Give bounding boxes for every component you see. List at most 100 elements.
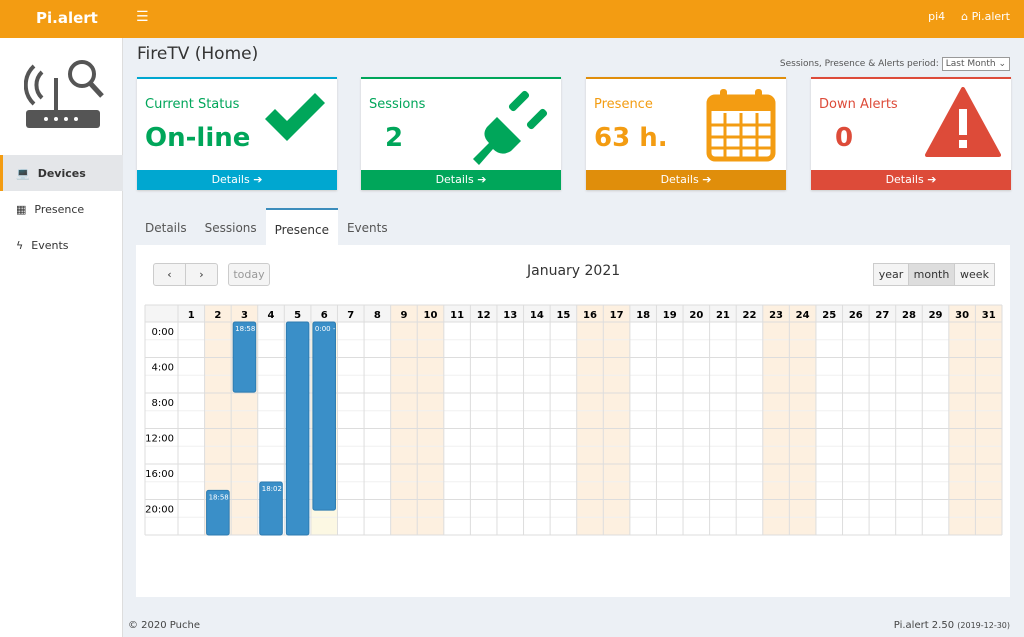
card-sessions: Sessions 2 Details ➔ <box>361 77 561 190</box>
tab-events[interactable]: Events <box>346 221 388 235</box>
version-date: (2019-12-30) <box>957 621 1010 630</box>
day-label: 17 <box>610 310 624 321</box>
day-header-cell <box>709 305 737 322</box>
day-header-cell <box>736 305 763 322</box>
day-header-cell <box>815 305 843 322</box>
day-header-cell <box>629 305 657 322</box>
card-current-status: Current Status On-line Details ➔ <box>137 77 337 190</box>
sidebar-item-devices[interactable]: 💻 Devices <box>0 155 123 191</box>
day-header-cell <box>231 305 258 322</box>
hour-label: 16:00 <box>145 469 174 480</box>
day-label: 8 <box>374 310 381 321</box>
day-label: 11 <box>450 310 464 321</box>
user-menu[interactable]: ⌂ Pi.alert <box>961 10 1010 23</box>
day-label: 7 <box>347 310 354 321</box>
tabs: Details Sessions Presence Events <box>136 208 397 245</box>
day-header-cell <box>603 305 630 322</box>
day-label: 29 <box>929 310 943 321</box>
event-label: 18:58 <box>235 325 255 333</box>
period-label: Sessions, Presence & Alerts period: <box>779 59 939 69</box>
tab-sessions[interactable]: Sessions <box>204 221 257 235</box>
hour-label: 8:00 <box>152 398 174 409</box>
day-label: 2 <box>214 310 221 321</box>
card-label: Current Status <box>145 97 240 112</box>
router-icon: ⌂ <box>961 10 969 23</box>
day-header-cell <box>417 305 444 322</box>
day-header-cell <box>337 305 365 322</box>
day-label: 19 <box>663 310 677 321</box>
day-label: 14 <box>530 310 544 321</box>
day-header-cell <box>683 305 710 322</box>
day-header-cell <box>762 305 790 322</box>
day-label: 5 <box>294 310 301 321</box>
day-header-cell <box>922 305 949 322</box>
event-label: 18:58 <box>209 493 229 501</box>
logo[interactable]: Pi.alert <box>36 9 98 27</box>
day-label: 12 <box>477 310 491 321</box>
card-label: Sessions <box>369 97 426 112</box>
presence-event[interactable] <box>312 321 336 511</box>
day-header-cell <box>869 305 896 322</box>
day-header-cell <box>204 305 232 322</box>
hour-label: 4:00 <box>152 363 174 374</box>
prev-button[interactable]: ‹ <box>153 263 186 286</box>
next-button[interactable]: › <box>185 263 218 286</box>
view-week-button[interactable]: week <box>954 263 995 286</box>
day-header-cell <box>496 305 524 322</box>
day-label: 27 <box>875 310 889 321</box>
hamburger-icon[interactable]: ☰ <box>136 9 149 25</box>
bolt-icon: ϟ <box>16 238 24 252</box>
today-button[interactable]: today <box>228 263 270 286</box>
details-link[interactable]: Details ➔ <box>586 170 786 190</box>
day-header-cell <box>656 305 684 322</box>
card-label: Down Alerts <box>819 97 898 112</box>
tab-details[interactable]: Details <box>145 221 187 235</box>
day-label: 30 <box>955 310 969 321</box>
day-header-cell <box>975 305 1002 322</box>
presence-event[interactable] <box>232 321 257 393</box>
details-link[interactable]: Details ➔ <box>137 170 337 190</box>
card-value: 63 h. <box>594 123 668 153</box>
period-select[interactable]: Last Month ⌄ <box>941 57 1010 71</box>
day-label: 21 <box>716 310 730 321</box>
presence-event[interactable] <box>285 321 310 536</box>
day-label: 13 <box>503 310 517 321</box>
day-header-cell <box>364 305 391 322</box>
sidebar-item-events[interactable]: ϟ Events <box>16 238 69 252</box>
check-icon <box>261 87 327 151</box>
presence-event[interactable] <box>259 481 283 536</box>
page-title: FireTV (Home) <box>137 44 259 64</box>
version: Pi.alert 2.50 <box>893 620 955 631</box>
calendar-icon: ▦ <box>16 202 27 216</box>
router-search-icon <box>24 60 104 128</box>
copyright: © 2020 Puche <box>128 620 200 631</box>
day-label: 31 <box>982 310 996 321</box>
day-header-cell <box>789 305 816 322</box>
plug-icon <box>471 87 551 171</box>
day-label: 26 <box>849 310 863 321</box>
day-header-cell <box>443 305 471 322</box>
event-label: 18:02 <box>262 485 282 493</box>
warning-icon <box>925 87 1001 161</box>
day-label: 4 <box>268 310 275 321</box>
sidebar-item-presence[interactable]: ▦ Presence <box>16 202 85 216</box>
sidebar: 💻 Devices ▦ Presence ϟ Events <box>0 38 123 637</box>
day-header-cell <box>842 305 870 322</box>
hour-label: 12:00 <box>145 434 174 445</box>
hour-label: 0:00 <box>152 327 174 338</box>
hour-label: 20:00 <box>145 505 174 516</box>
day-label: 10 <box>424 310 438 321</box>
presence-event[interactable] <box>206 489 230 536</box>
day-header-cell <box>310 305 338 322</box>
details-link[interactable]: Details ➔ <box>811 170 1011 190</box>
top-navbar: Pi.alert ☰ pi4 ⌂ Pi.alert <box>0 0 1024 38</box>
card-value: 0 <box>835 123 854 153</box>
day-header-cell <box>284 305 311 322</box>
tab-presence[interactable]: Presence <box>265 208 338 245</box>
card-presence: Presence 63 h. Details ➔ <box>586 77 786 190</box>
day-header-cell <box>895 305 923 322</box>
details-link[interactable]: Details ➔ <box>361 170 561 190</box>
day-label: 20 <box>689 310 703 321</box>
day-label: 3 <box>241 310 248 321</box>
